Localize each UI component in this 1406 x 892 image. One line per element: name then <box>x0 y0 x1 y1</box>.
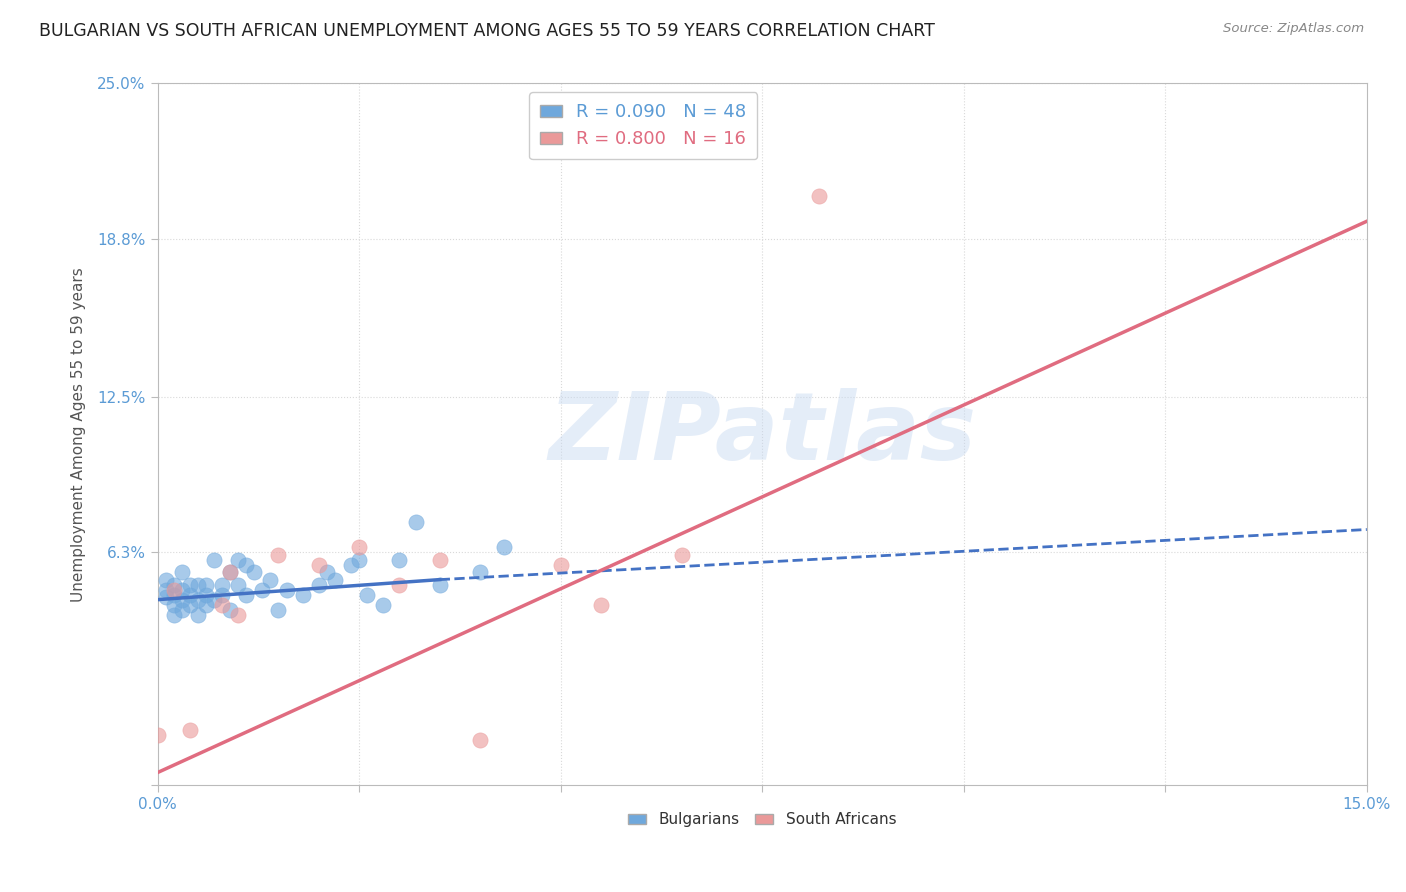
Point <box>235 558 257 572</box>
Point <box>388 552 411 566</box>
Point <box>202 552 225 566</box>
Point <box>226 577 249 591</box>
Point <box>179 588 201 602</box>
Point <box>194 588 217 602</box>
Point <box>170 602 193 616</box>
Text: ZIPatlas: ZIPatlas <box>548 388 976 480</box>
Point <box>187 577 209 591</box>
Point <box>226 607 249 622</box>
Point <box>807 189 830 203</box>
Point <box>276 582 298 597</box>
Point <box>405 515 427 529</box>
Point <box>163 588 186 602</box>
Point <box>179 723 201 737</box>
Point <box>194 577 217 591</box>
Point <box>155 582 177 597</box>
Point <box>267 548 290 562</box>
Point <box>146 728 169 742</box>
Point <box>388 577 411 591</box>
Point <box>291 588 314 602</box>
Point <box>163 577 186 591</box>
Point <box>226 552 249 566</box>
Point <box>219 565 242 579</box>
Y-axis label: Unemployment Among Ages 55 to 59 years: Unemployment Among Ages 55 to 59 years <box>72 267 86 601</box>
Point <box>243 565 266 579</box>
Point <box>468 565 491 579</box>
Point <box>202 592 225 607</box>
Point <box>179 598 201 612</box>
Legend: Bulgarians, South Africans: Bulgarians, South Africans <box>621 806 903 834</box>
Point <box>550 558 572 572</box>
Point <box>163 582 186 597</box>
Point <box>429 577 451 591</box>
Point <box>187 592 209 607</box>
Point <box>429 552 451 566</box>
Point <box>211 598 233 612</box>
Point <box>170 565 193 579</box>
Point <box>323 573 346 587</box>
Point <box>340 558 363 572</box>
Point <box>347 552 370 566</box>
Point <box>219 565 242 579</box>
Point <box>194 598 217 612</box>
Point <box>155 573 177 587</box>
Text: Source: ZipAtlas.com: Source: ZipAtlas.com <box>1223 22 1364 36</box>
Point <box>259 573 281 587</box>
Point <box>267 602 290 616</box>
Point <box>211 588 233 602</box>
Point <box>163 598 186 612</box>
Point <box>494 540 516 554</box>
Point <box>308 558 330 572</box>
Point <box>315 565 337 579</box>
Point <box>179 577 201 591</box>
Point <box>589 598 612 612</box>
Point <box>347 540 370 554</box>
Point <box>170 592 193 607</box>
Point <box>163 607 186 622</box>
Point <box>252 582 274 597</box>
Point <box>170 582 193 597</box>
Point <box>235 588 257 602</box>
Point <box>308 577 330 591</box>
Point <box>219 602 242 616</box>
Point <box>373 598 395 612</box>
Point <box>187 607 209 622</box>
Point <box>671 548 693 562</box>
Point <box>356 588 378 602</box>
Point <box>468 733 491 747</box>
Text: BULGARIAN VS SOUTH AFRICAN UNEMPLOYMENT AMONG AGES 55 TO 59 YEARS CORRELATION CH: BULGARIAN VS SOUTH AFRICAN UNEMPLOYMENT … <box>39 22 935 40</box>
Point <box>155 590 177 604</box>
Point <box>211 577 233 591</box>
